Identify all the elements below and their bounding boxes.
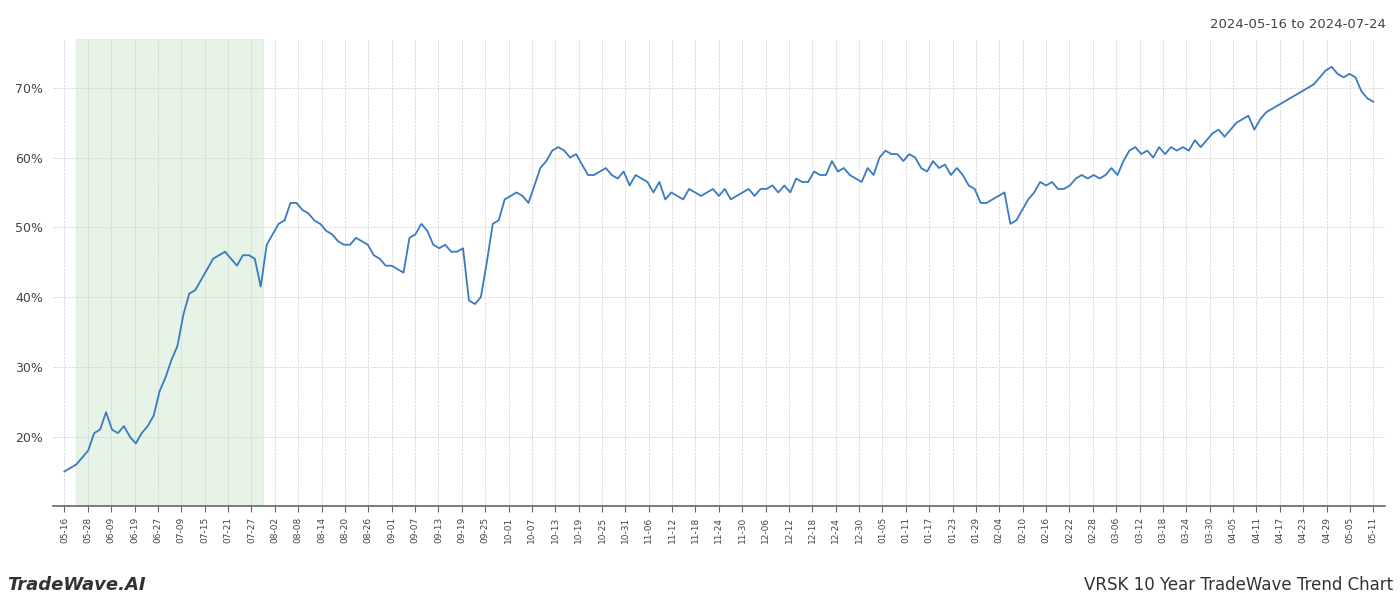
Text: VRSK 10 Year TradeWave Trend Chart: VRSK 10 Year TradeWave Trend Chart — [1084, 576, 1393, 594]
Text: TradeWave.AI: TradeWave.AI — [7, 576, 146, 594]
Bar — [76, 39, 263, 506]
Text: 2024-05-16 to 2024-07-24: 2024-05-16 to 2024-07-24 — [1210, 18, 1386, 31]
